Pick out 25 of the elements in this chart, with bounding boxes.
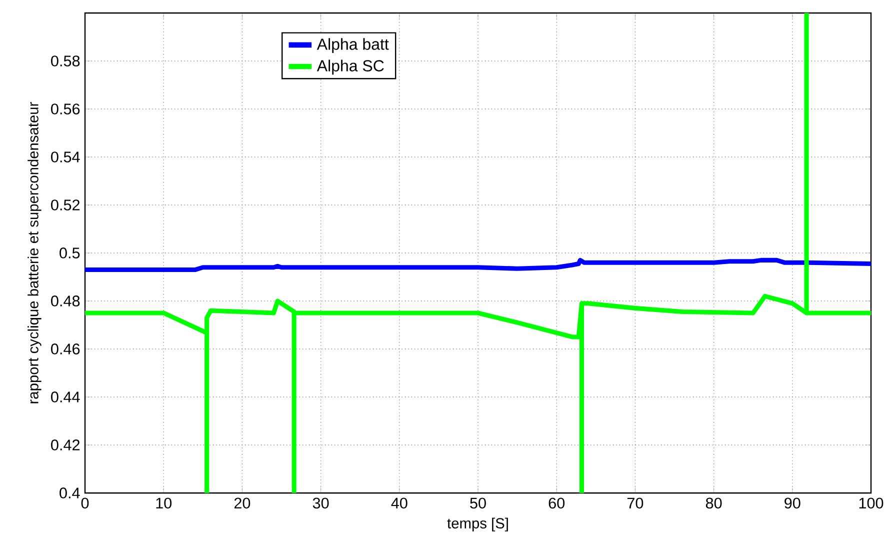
y-tick-label: 0.5 [60, 248, 80, 258]
x-tick-label: 10 [156, 498, 172, 509]
legend-label: Alpha batt [316, 38, 389, 54]
x-tick-label: 30 [312, 498, 329, 509]
y-axis-title: rapport cyclique batterie et supercondensateur [28, 102, 42, 404]
y-tick-label: 0.48 [51, 296, 80, 306]
x-tick-label: 0 [81, 498, 89, 509]
y-tick-label: 0.4 [60, 488, 80, 498]
y-tick-label: 0.52 [51, 200, 80, 210]
y-tick-label: 0.58 [51, 56, 80, 66]
x-tick-label: 50 [470, 498, 486, 509]
y-tick-label: 0.46 [51, 344, 80, 354]
x-axis-title: temps [S] [447, 518, 508, 532]
x-tick-label: 20 [234, 498, 250, 509]
y-tick-label: 0.44 [51, 392, 80, 402]
y-tick-label: 0.56 [51, 104, 80, 114]
y-tick-label: 0.54 [51, 152, 80, 162]
x-tick-label: 60 [548, 498, 565, 509]
legend-label: Alpha SC [316, 60, 384, 75]
x-tick-label: 70 [627, 498, 644, 509]
x-tick-label: 100 [859, 498, 884, 509]
x-tick-label: 80 [706, 498, 722, 509]
y-tick-label: 0.42 [51, 440, 80, 450]
x-tick-label: 90 [784, 498, 800, 509]
x-tick-label: 40 [391, 498, 408, 509]
